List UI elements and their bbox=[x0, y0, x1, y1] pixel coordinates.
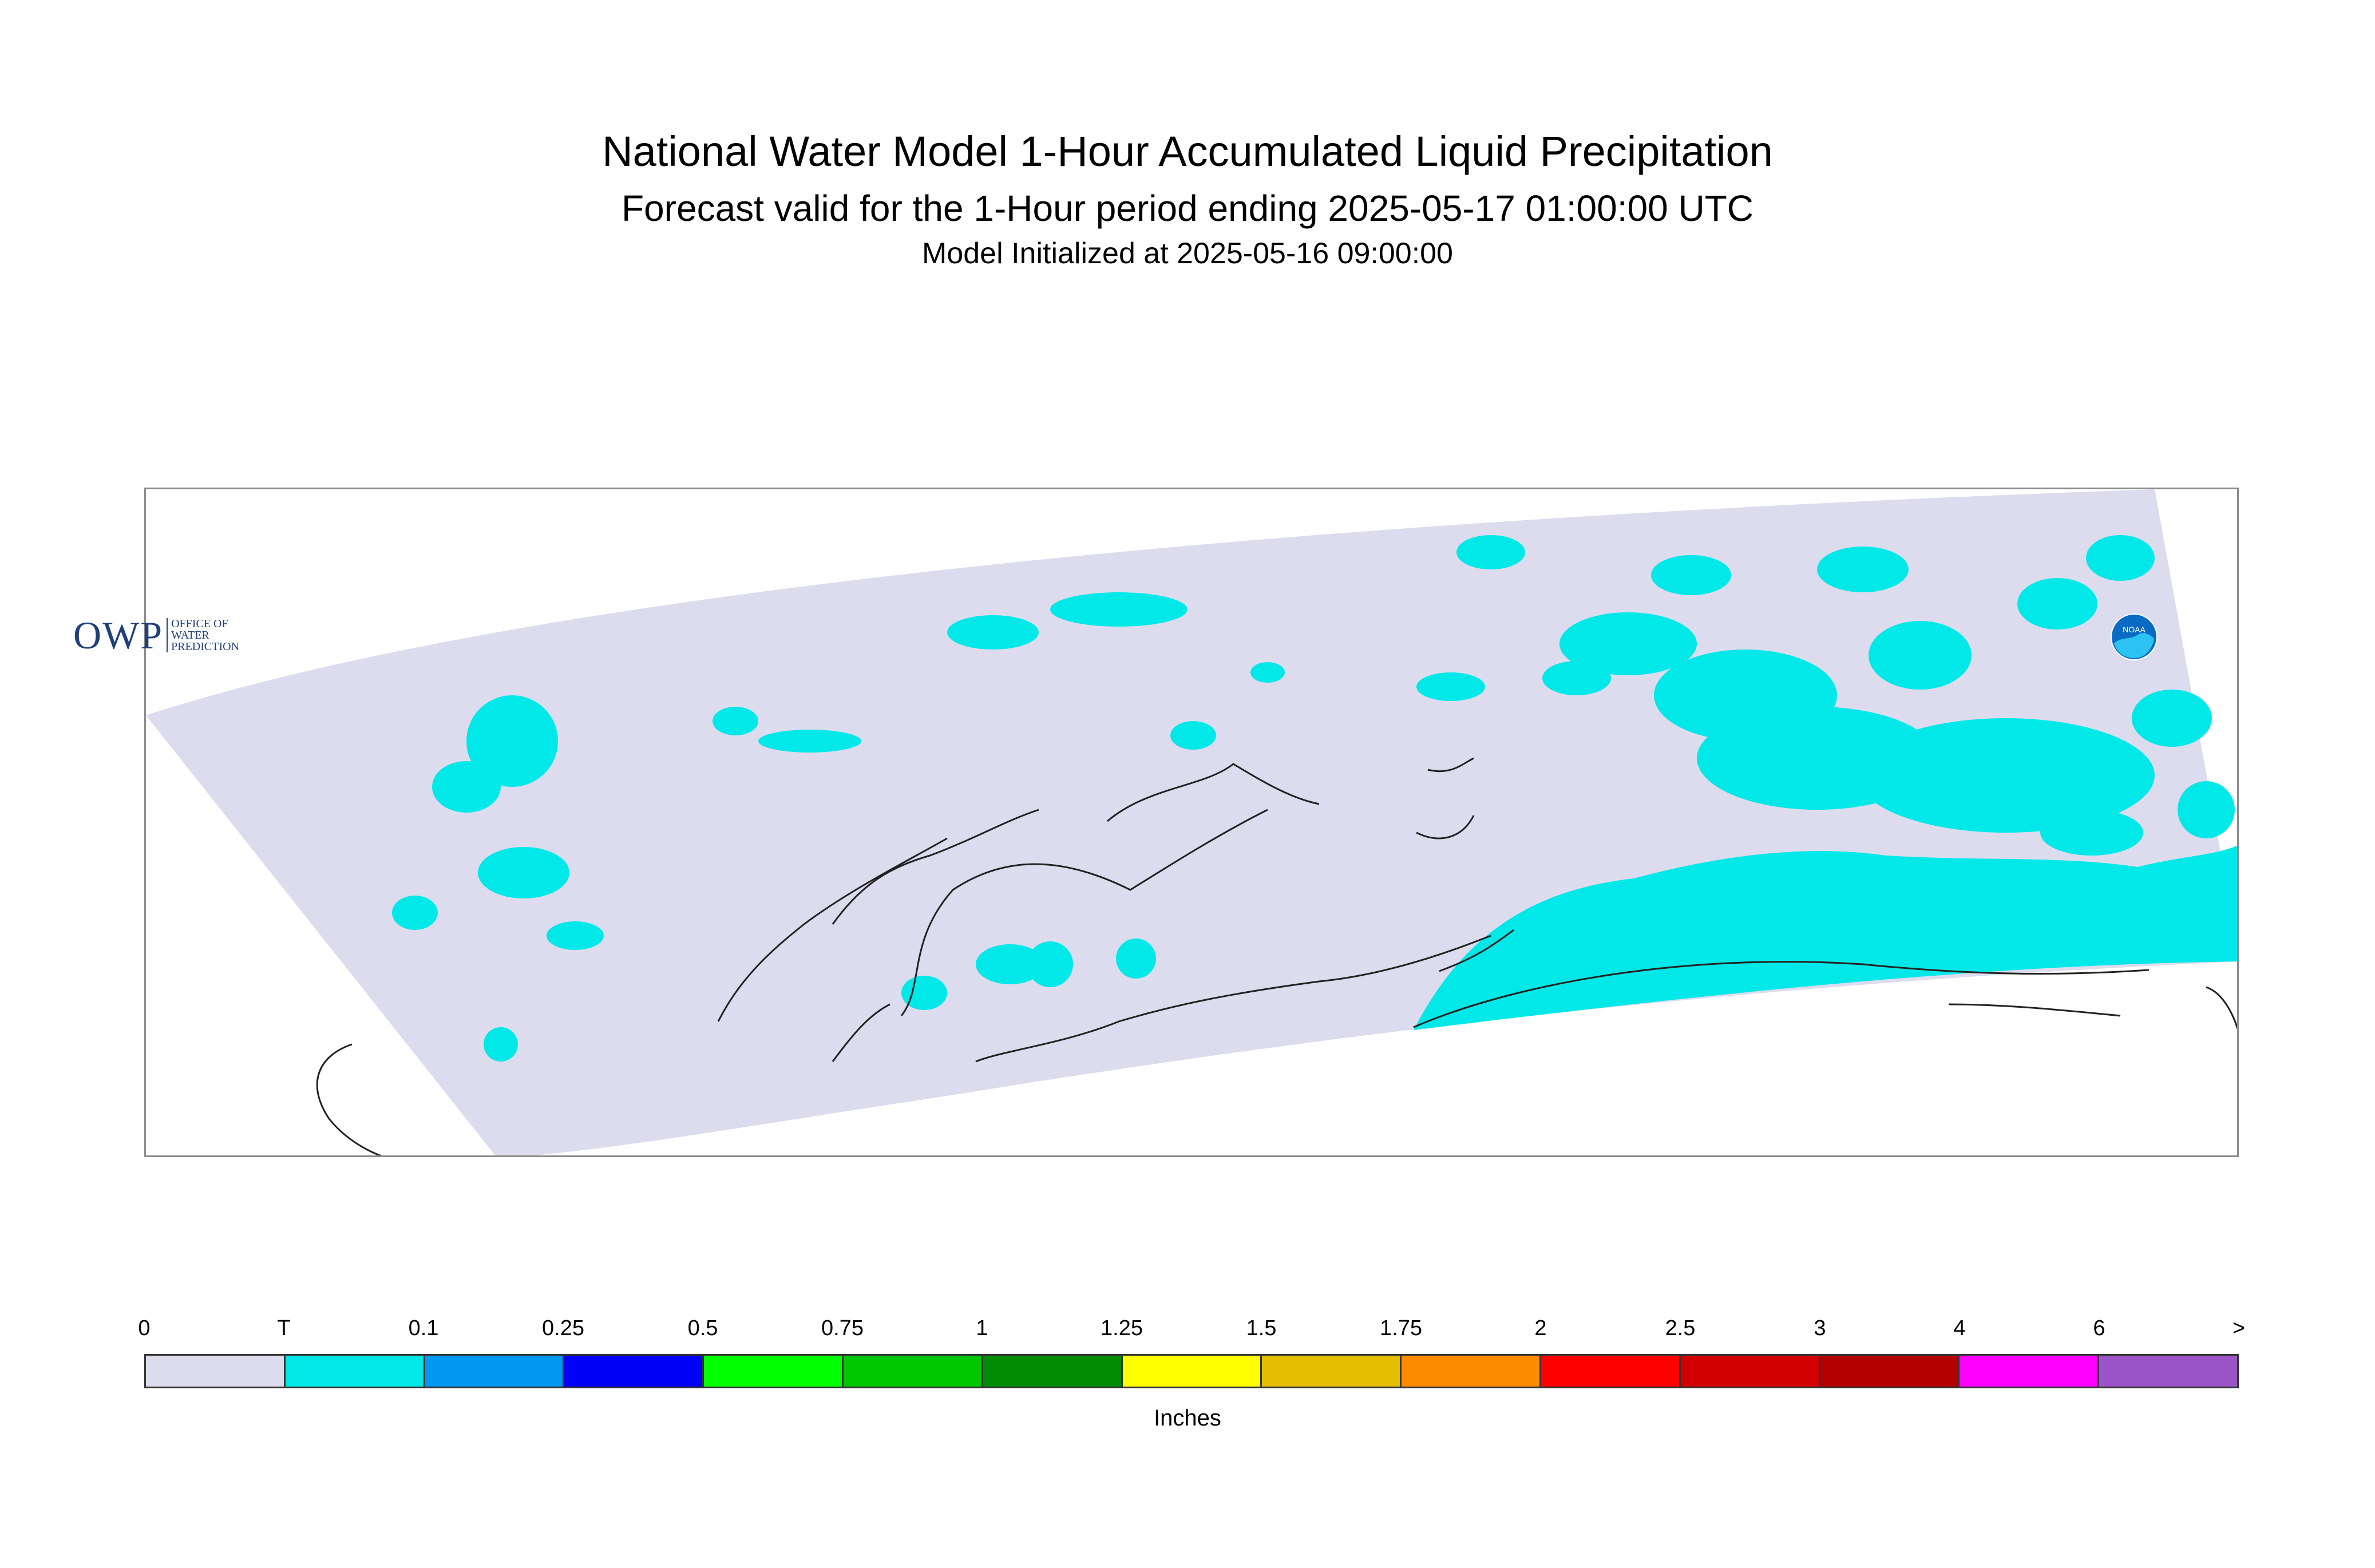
owp-line-3: PREDICTION bbox=[171, 640, 239, 653]
legend-swatch bbox=[1541, 1356, 1681, 1387]
precipitation-areas bbox=[392, 535, 2237, 1062]
legend-tick-label: 6 bbox=[2093, 1316, 2105, 1340]
legend-tick-label: 2 bbox=[1534, 1316, 1547, 1340]
legend-swatch bbox=[425, 1356, 565, 1387]
legend-swatch bbox=[983, 1356, 1123, 1387]
legend-tick-label: 0.5 bbox=[687, 1316, 718, 1340]
owp-logo: OWP OFFICE OF WATER PREDICTION bbox=[73, 613, 279, 657]
legend-swatch bbox=[1122, 1356, 1262, 1387]
legend-tick-label: 2.5 bbox=[1665, 1316, 1696, 1340]
legend-tick-label: 4 bbox=[1953, 1316, 1966, 1340]
legend-tick-label: T bbox=[277, 1316, 291, 1340]
map-canvas bbox=[146, 489, 2237, 1155]
owp-subtitle: OFFICE OF WATER PREDICTION bbox=[167, 618, 239, 652]
legend-swatch bbox=[2099, 1356, 2237, 1387]
map-title: National Water Model 1-Hour Accumulated … bbox=[602, 128, 1773, 175]
legend-swatch bbox=[1960, 1356, 2100, 1387]
legend-tick-label: 1.25 bbox=[1101, 1316, 1143, 1340]
legend-tick-label: 0.1 bbox=[408, 1316, 439, 1340]
legend-units: Inches bbox=[1154, 1405, 1221, 1431]
legend-tick-label: 0.25 bbox=[542, 1316, 584, 1340]
model-init-line: Model Initialized at 2025-05-16 09:00:00 bbox=[922, 237, 1453, 270]
legend-tick-label: 3 bbox=[1814, 1316, 1826, 1340]
legend-color-scale bbox=[144, 1354, 2239, 1388]
legend-swatch bbox=[1262, 1356, 1402, 1387]
owp-line-2: WATER bbox=[171, 629, 209, 642]
legend-swatch bbox=[1402, 1356, 1541, 1387]
owp-line-1: OFFICE OF bbox=[171, 617, 228, 630]
legend-tick-label: 1 bbox=[976, 1316, 988, 1340]
owp-mark: OWP bbox=[73, 613, 164, 657]
legend-swatch bbox=[1680, 1356, 1820, 1387]
legend-swatch bbox=[704, 1356, 844, 1387]
legend-swatch bbox=[1820, 1356, 1960, 1387]
legend-swatch bbox=[843, 1356, 983, 1387]
legend-tick-label: 1.5 bbox=[1246, 1316, 1277, 1340]
legend-tick-label: > bbox=[2232, 1316, 2246, 1340]
legend-swatch bbox=[146, 1356, 286, 1387]
noaa-logo: NOAA bbox=[2111, 613, 2158, 660]
map-subtitle: Forecast valid for the 1-Hour period end… bbox=[621, 188, 1754, 229]
legend-tick-label: 0.75 bbox=[821, 1316, 864, 1340]
precipitation-map[interactable] bbox=[144, 488, 2239, 1157]
legend-swatch bbox=[285, 1356, 425, 1387]
coastlines bbox=[316, 757, 2237, 1155]
noaa-text: NOAA bbox=[2123, 625, 2146, 634]
legend-tick-label: 1.75 bbox=[1380, 1316, 1422, 1340]
legend-tick-label: 0 bbox=[138, 1316, 151, 1340]
legend-swatch bbox=[564, 1356, 704, 1387]
